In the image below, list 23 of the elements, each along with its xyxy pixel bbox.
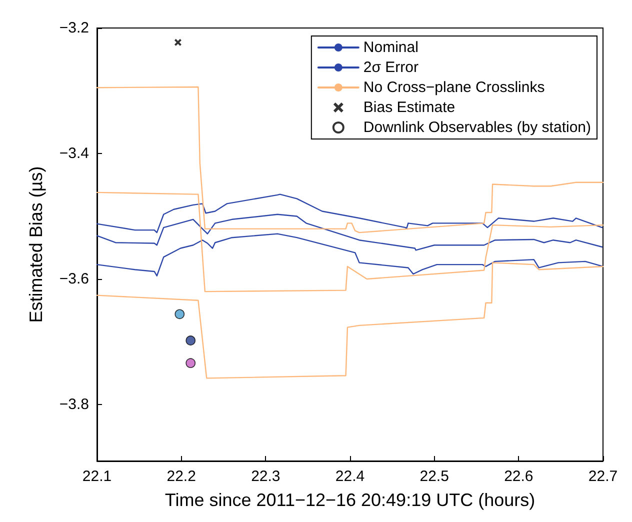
x-tick-label: 22.4 (335, 468, 365, 485)
x-tick-label: 22.1 (82, 468, 112, 485)
y-tick-label: −3.4 (59, 145, 89, 162)
x-tick-label: 22.5 (420, 468, 449, 485)
y-tick-label: −3.6 (59, 270, 89, 288)
legend-label: Downlink Observables (by station) (363, 119, 592, 136)
legend-label: Nominal (363, 39, 418, 56)
line-series (96, 214, 603, 251)
line-series (96, 262, 604, 379)
legend-label: 2σ Error (363, 59, 419, 76)
x-axis-title: Time since 2011−12−16 20:49:19 UTC (hours) (164, 490, 536, 510)
line-series (96, 194, 603, 234)
x-tick-label: 22.7 (588, 468, 618, 485)
x-tick-label: 22.2 (166, 468, 196, 485)
y-tick-label: −3.2 (59, 20, 89, 36)
legend-label: Bias Estimate (363, 99, 456, 116)
x-tick-label: 22.6 (504, 468, 534, 485)
legend-label: No Cross−plane Crosslinks (363, 79, 545, 96)
y-tick-label: −3.8 (59, 396, 89, 414)
x-tick-label: 22.3 (251, 468, 280, 485)
y-axis-title: Estimated Bias (µs) (26, 166, 46, 323)
line-series (96, 233, 604, 276)
line-series (96, 192, 604, 292)
